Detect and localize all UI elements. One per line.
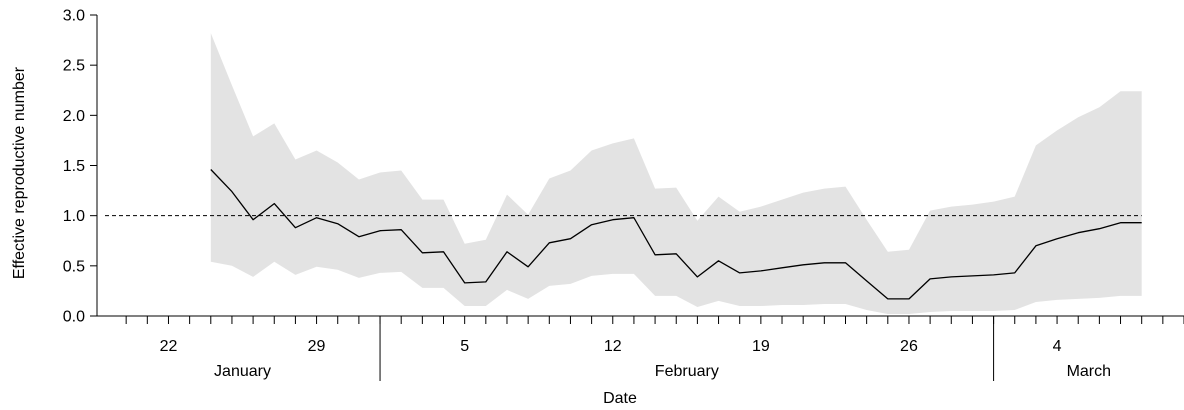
x-tick-label: 12 — [604, 338, 622, 355]
y-tick-label: 2.5 — [63, 58, 85, 75]
y-tick-label: 0.5 — [63, 258, 85, 275]
x-tick-label: 29 — [308, 338, 326, 355]
x-tick-label: 19 — [752, 338, 770, 355]
x-tick-label: 26 — [900, 338, 918, 355]
month-label: March — [1067, 363, 1111, 380]
y-tick-label: 2.0 — [63, 108, 85, 125]
axes-layer: 0.0 0.5 1.0 1.5 2.0 2.5 3.0 22 29 5 12 19 26 4 January… — [63, 8, 1184, 381]
estimate-line-layer — [210, 169, 1142, 300]
x-axis-title: Date — [603, 390, 637, 407]
x-tick-label: 22 — [160, 338, 178, 355]
x-tick-label: 5 — [460, 338, 469, 355]
x-tick-label: 4 — [1053, 338, 1062, 355]
y-axis-title: Effective reproductive number — [11, 66, 28, 279]
y-tick-label: 3.0 — [63, 8, 85, 25]
y-tick-label: 1.5 — [63, 158, 85, 175]
y-tick-label: 1.0 — [63, 208, 85, 225]
confidence-band — [210, 33, 1142, 314]
month-label: January — [214, 363, 271, 380]
confidence-band-layer — [210, 33, 1142, 314]
month-label: February — [655, 363, 719, 380]
y-tick-label: 0.0 — [63, 309, 85, 326]
estimate-line — [210, 169, 1142, 300]
